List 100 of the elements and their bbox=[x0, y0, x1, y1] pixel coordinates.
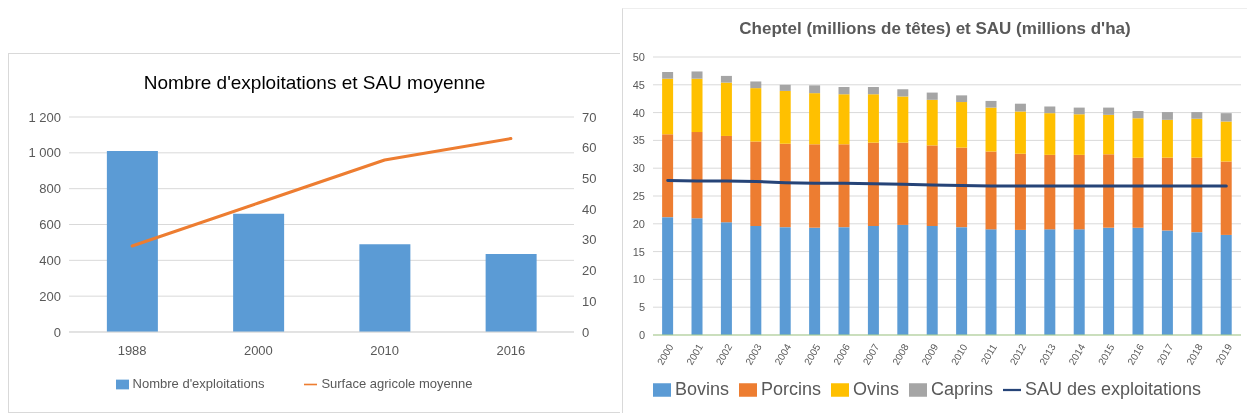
bar bbox=[838, 87, 850, 95]
x-tick-label: 2016 bbox=[496, 343, 526, 359]
y2-tick-label: 70 bbox=[582, 109, 597, 125]
legend-label: Caprins bbox=[930, 379, 993, 399]
bar bbox=[1191, 157, 1203, 233]
bar bbox=[106, 151, 158, 332]
bar bbox=[233, 213, 285, 332]
bar bbox=[809, 227, 821, 335]
bar bbox=[750, 81, 762, 89]
bar bbox=[897, 224, 909, 335]
chart-title: Cheptel (millions de têtes) et SAU (millions d'ha) bbox=[738, 19, 1132, 39]
bar bbox=[1220, 113, 1232, 122]
bar bbox=[985, 151, 997, 230]
bar bbox=[720, 222, 732, 335]
bar bbox=[1103, 154, 1115, 228]
bar bbox=[1103, 107, 1115, 115]
bar bbox=[1044, 229, 1056, 335]
legend-label: Bovins bbox=[674, 379, 729, 399]
bar bbox=[926, 226, 938, 335]
line-series bbox=[130, 137, 513, 248]
bar bbox=[867, 226, 879, 335]
legend-label: Porcins bbox=[760, 379, 821, 399]
y-tick-label: 200 bbox=[39, 288, 61, 304]
bar bbox=[838, 144, 850, 228]
chart-title: Nombre d'exploitations et SAU moyenne bbox=[142, 72, 487, 94]
bar bbox=[867, 87, 879, 95]
bar bbox=[1014, 111, 1026, 154]
bar bbox=[691, 132, 703, 219]
y-tick-label: 0 bbox=[638, 328, 645, 341]
bar bbox=[956, 147, 968, 228]
bar bbox=[662, 134, 674, 218]
x-tick-label: 1988 bbox=[117, 343, 147, 359]
bar bbox=[838, 94, 850, 145]
legend-label: Ovins bbox=[852, 379, 899, 399]
y-tick-label: 25 bbox=[632, 189, 645, 202]
y-tick-label: 600 bbox=[39, 217, 61, 233]
bar bbox=[779, 143, 791, 228]
bar bbox=[1132, 118, 1144, 158]
y-tick-label: 30 bbox=[632, 162, 645, 175]
y-tick-label: 400 bbox=[39, 252, 61, 268]
bar bbox=[985, 107, 997, 152]
y2-tick-label: 20 bbox=[582, 263, 597, 279]
y-tick-label: 10 bbox=[632, 273, 645, 286]
bar bbox=[926, 99, 938, 146]
bar bbox=[838, 227, 850, 335]
bar bbox=[867, 94, 879, 143]
bar bbox=[779, 84, 791, 91]
bar bbox=[1073, 114, 1085, 155]
bar bbox=[809, 85, 821, 94]
bar bbox=[1044, 106, 1056, 114]
bar bbox=[750, 226, 762, 335]
bar bbox=[691, 218, 703, 335]
legend-label: Surface agricole moyenne bbox=[321, 376, 473, 391]
legend-label: Nombre d'exploitations bbox=[132, 376, 265, 391]
y-tick-label: 40 bbox=[632, 106, 645, 119]
bar bbox=[1014, 103, 1026, 112]
y2-tick-label: 0 bbox=[582, 324, 590, 340]
bar bbox=[1014, 229, 1026, 335]
x-tick-label: 2000 bbox=[243, 343, 273, 359]
bar bbox=[691, 71, 703, 79]
y-tick-label: 800 bbox=[39, 181, 61, 197]
bar bbox=[662, 217, 674, 335]
bar bbox=[1073, 154, 1085, 230]
y-tick-label: 1 200 bbox=[28, 109, 61, 125]
y-tick-label: 1 000 bbox=[28, 145, 61, 161]
bar bbox=[1191, 112, 1203, 119]
y2-tick-label: 50 bbox=[582, 171, 597, 187]
bar bbox=[720, 82, 732, 136]
y-tick-label: 20 bbox=[632, 217, 645, 230]
bar bbox=[720, 135, 732, 223]
y2-tick-label: 30 bbox=[582, 232, 597, 248]
bar bbox=[956, 95, 968, 103]
y-tick-label: 35 bbox=[632, 134, 645, 147]
bar bbox=[897, 142, 909, 225]
bar bbox=[1014, 153, 1026, 230]
bar bbox=[985, 100, 997, 108]
y2-tick-label: 40 bbox=[582, 201, 597, 217]
legend-label: SAU des exploitations bbox=[1025, 379, 1202, 399]
bar bbox=[1073, 229, 1085, 335]
bar bbox=[1103, 227, 1115, 335]
bar bbox=[359, 244, 411, 332]
bar bbox=[956, 102, 968, 148]
bar bbox=[1044, 154, 1056, 230]
bar bbox=[867, 142, 879, 227]
bar bbox=[1220, 234, 1232, 335]
y-tick-label: 45 bbox=[632, 78, 645, 91]
bar bbox=[1220, 121, 1232, 162]
bar bbox=[1161, 157, 1173, 231]
bar bbox=[897, 89, 909, 97]
bar bbox=[1132, 110, 1144, 119]
bar bbox=[809, 93, 821, 145]
bar bbox=[1161, 112, 1173, 120]
bar bbox=[926, 145, 938, 227]
bar bbox=[485, 254, 537, 332]
bar bbox=[750, 88, 762, 142]
y-tick-label: 15 bbox=[632, 245, 645, 258]
bar bbox=[1161, 230, 1173, 335]
bar bbox=[720, 75, 732, 83]
bar bbox=[1220, 161, 1232, 235]
bar bbox=[779, 90, 791, 144]
